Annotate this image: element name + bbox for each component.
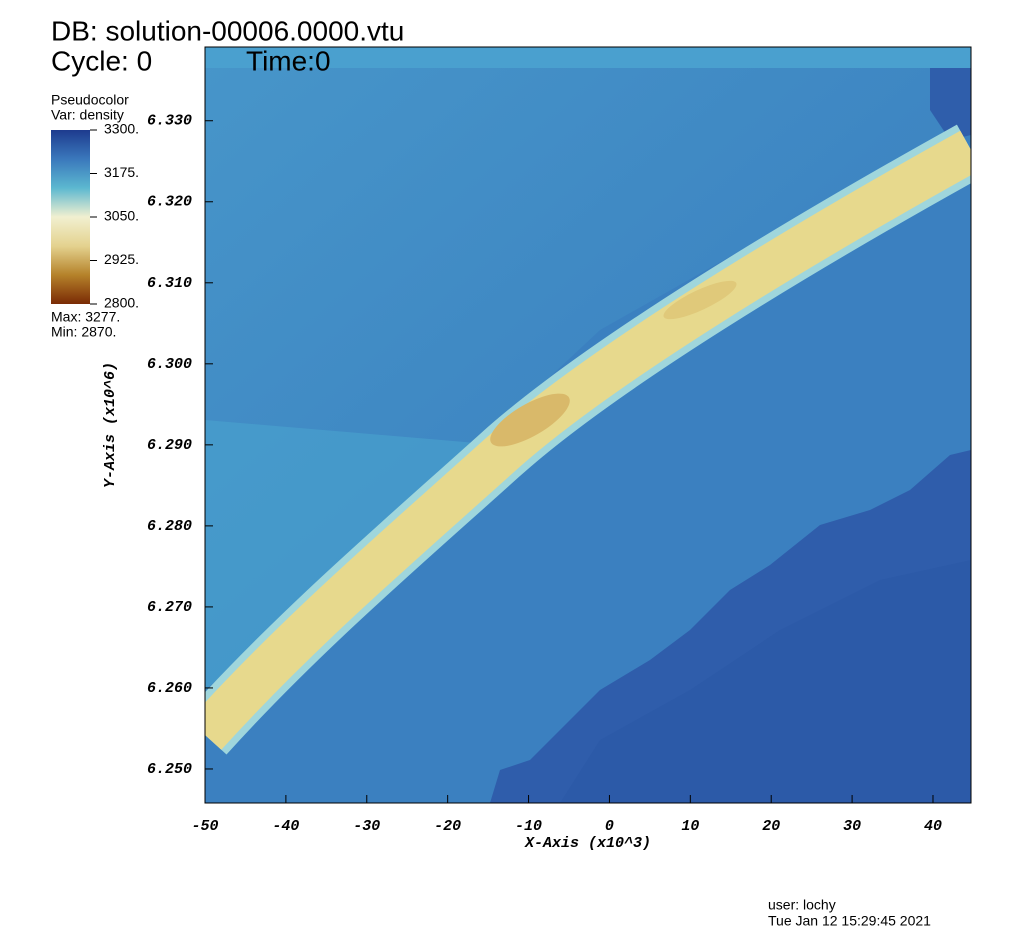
x-axis-title: X-Axis (x10^3)	[524, 835, 651, 852]
x-tick-label: -40	[272, 818, 299, 835]
title: DB: solution-00006.0000.vtu	[51, 15, 404, 46]
max-label: Max: 3277.	[51, 309, 120, 325]
colorbar-tick-label: 3175.	[104, 164, 139, 180]
colorbar-tick-label: 3300.	[104, 121, 139, 137]
variable: Var: density	[51, 107, 124, 123]
legend-title: Pseudocolor	[51, 92, 129, 108]
min-label: Min: 2870.	[51, 324, 116, 340]
x-tick-label: 10	[681, 818, 699, 835]
plot-frame	[204, 46, 972, 804]
x-tick-label: -20	[434, 818, 461, 835]
colorbar-tick-label: 2925.	[104, 251, 139, 267]
date: Tue Jan 12 15:29:45 2021	[768, 913, 931, 929]
time: Time:0	[246, 45, 331, 76]
y-tick-label: 6.290	[147, 437, 192, 454]
y-tick-label: 6.310	[147, 275, 192, 292]
user: user: lochy	[768, 897, 836, 913]
cycle: Cycle: 0	[51, 45, 152, 76]
x-tick-label: 20	[762, 818, 780, 835]
x-tick-label: 30	[843, 818, 861, 835]
x-tick-label: 40	[924, 818, 942, 835]
x-tick-label: 0	[605, 818, 614, 835]
y-axis-title: Y-Axis (x10^6)	[102, 362, 119, 488]
y-tick-label: 6.270	[147, 599, 192, 616]
y-tick-label: 6.300	[147, 356, 192, 373]
colorbar	[51, 130, 90, 304]
y-tick-label: 6.250	[147, 761, 192, 778]
colorbar-tick-label: 2800.	[104, 295, 139, 311]
field	[205, 47, 971, 803]
y-tick-label: 6.280	[147, 518, 192, 535]
x-tick-label: -10	[515, 818, 542, 835]
y-tick-label: 6.260	[147, 680, 192, 697]
x-tick-label: -50	[191, 818, 218, 835]
y-tick-label: 6.320	[147, 194, 192, 211]
y-tick-label: 6.330	[147, 113, 192, 130]
x-tick-label: -30	[353, 818, 380, 835]
colorbar-tick-label: 3050.	[104, 208, 139, 224]
